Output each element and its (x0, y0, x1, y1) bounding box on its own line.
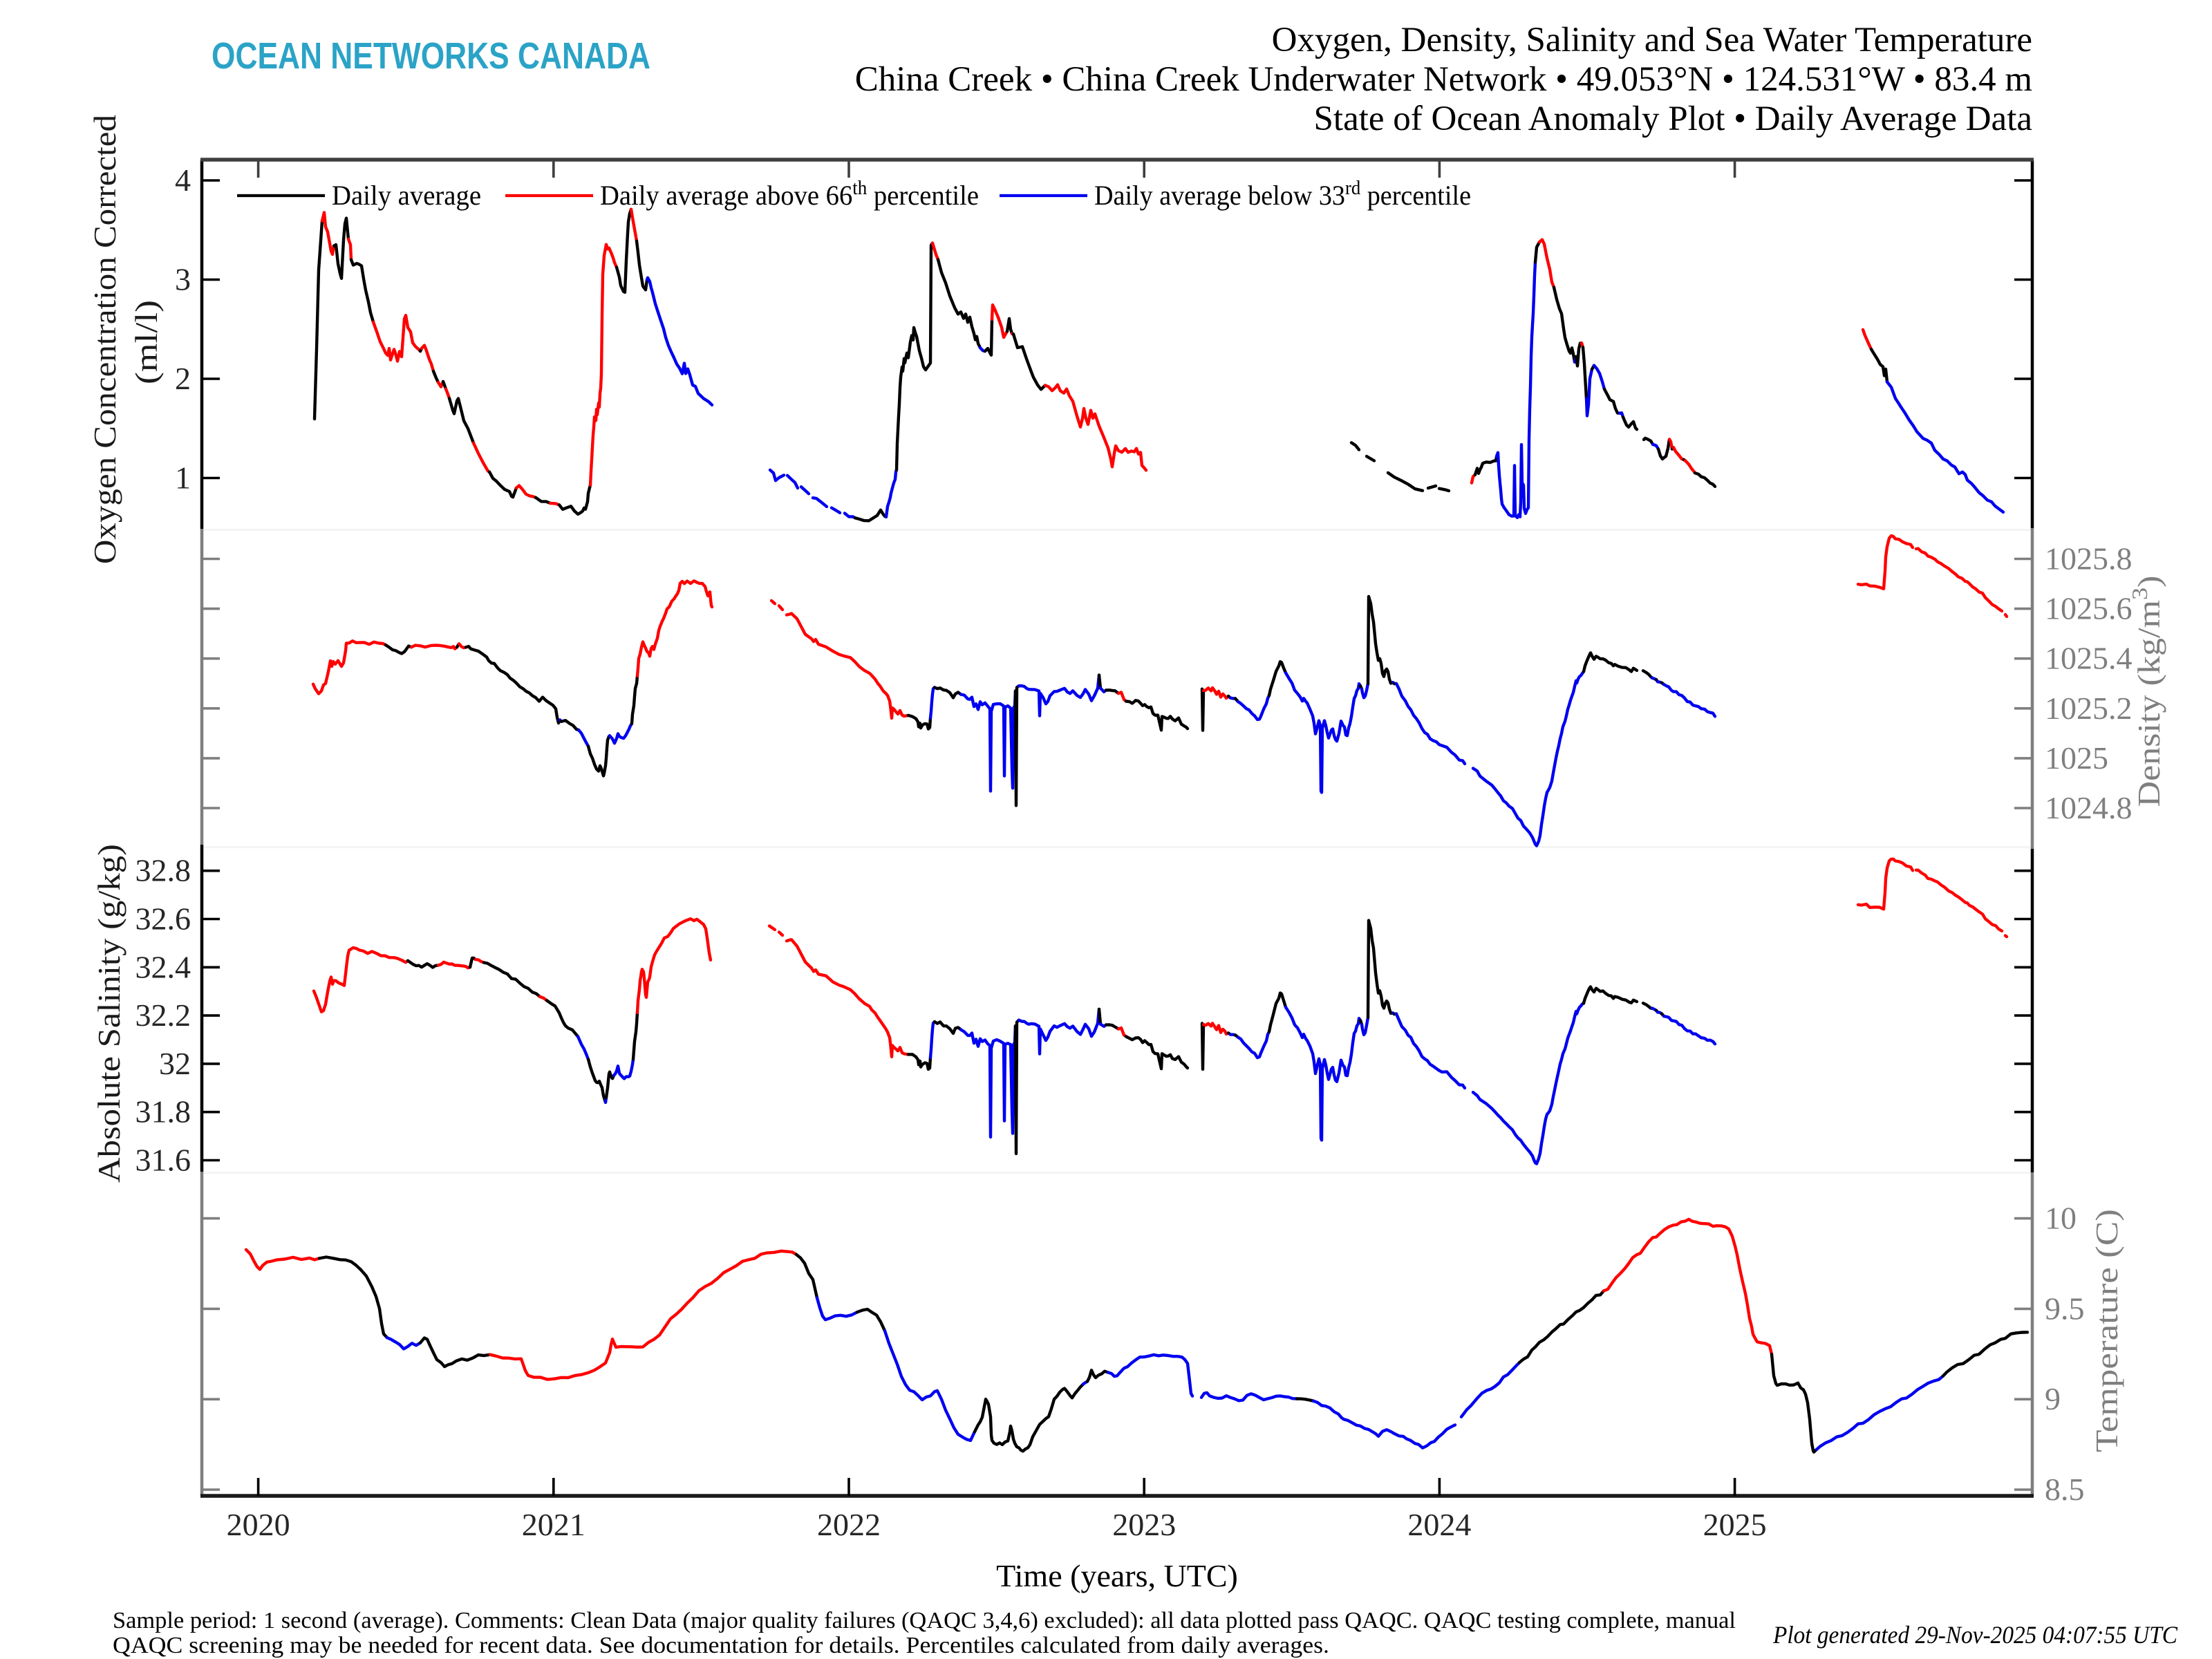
svg-text:4: 4 (175, 162, 191, 198)
svg-text:Sample period: 1 second (avera: Sample period: 1 second (average). Comme… (113, 1608, 1736, 1633)
svg-text:China Creek • China Creek Unde: China Creek • China Creek Underwater Net… (855, 60, 2032, 99)
svg-text:2020: 2020 (227, 1507, 290, 1542)
svg-text:Oxygen, Density, Salinity and: Oxygen, Density, Salinity and Sea Water … (1272, 21, 2032, 59)
svg-text:Density (kg/m3): Density (kg/m3) (2127, 576, 2166, 807)
svg-text:OCEAN NETWORKS CANADA: OCEAN NETWORKS CANADA (212, 35, 650, 77)
svg-text:Temperature (C): Temperature (C) (2089, 1209, 2124, 1452)
svg-text:Time (years, UTC): Time (years, UTC) (996, 1558, 1238, 1593)
svg-text:1025.8: 1025.8 (2045, 541, 2133, 577)
svg-text:State of Ocean Anomaly Plot •: State of Ocean Anomaly Plot • Daily Aver… (1314, 100, 2032, 138)
svg-text:2021: 2021 (522, 1507, 585, 1542)
svg-text:10: 10 (2045, 1201, 2077, 1236)
svg-text:1024.8: 1024.8 (2045, 790, 2133, 825)
svg-text:32: 32 (159, 1046, 191, 1081)
svg-text:Daily average above 66th perce: Daily average above 66th percentile (600, 178, 979, 212)
svg-text:Oxygen Concentration Corrected: Oxygen Concentration Corrected (87, 115, 122, 564)
svg-text:2023: 2023 (1112, 1507, 1176, 1542)
svg-text:32.4: 32.4 (135, 949, 191, 984)
svg-text:1025: 1025 (2045, 740, 2108, 776)
svg-text:2024: 2024 (1407, 1507, 1471, 1542)
svg-text:Daily average: Daily average (332, 180, 481, 211)
svg-text:32.8: 32.8 (135, 853, 191, 888)
svg-text:Plot generated 29-Nov-2025 04:: Plot generated 29-Nov-2025 04:07:55 UTC (1772, 1621, 2178, 1649)
svg-text:8.5: 8.5 (2045, 1472, 2085, 1507)
svg-text:1025.6: 1025.6 (2045, 591, 2133, 626)
svg-text:1025.4: 1025.4 (2045, 641, 2133, 676)
svg-text:3: 3 (175, 262, 191, 297)
svg-text:(ml/l): (ml/l) (129, 300, 164, 384)
svg-text:Daily average below 33rd perce: Daily average below 33rd percentile (1094, 178, 1471, 212)
svg-text:9.5: 9.5 (2045, 1291, 2085, 1326)
svg-text:31.8: 31.8 (135, 1094, 191, 1130)
svg-text:32.6: 32.6 (135, 901, 191, 937)
svg-text:Absolute Salinity (g/kg): Absolute Salinity (g/kg) (91, 844, 126, 1183)
svg-text:32.2: 32.2 (135, 997, 191, 1033)
svg-text:2025: 2025 (1703, 1507, 1767, 1542)
svg-text:1: 1 (175, 460, 191, 496)
svg-text:31.6: 31.6 (135, 1143, 191, 1178)
svg-text:2022: 2022 (817, 1507, 881, 1542)
svg-text:9: 9 (2045, 1381, 2061, 1416)
svg-text:QAQC screening may be needed f: QAQC screening may be needed for recent … (113, 1633, 1329, 1658)
svg-text:2: 2 (175, 361, 191, 396)
svg-text:1025.2: 1025.2 (2045, 691, 2133, 726)
